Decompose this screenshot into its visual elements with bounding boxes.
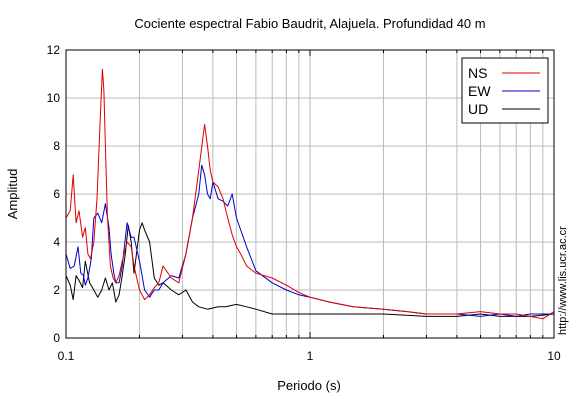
y-tick-label: 2: [53, 283, 60, 297]
y-tick-label: 8: [53, 139, 60, 153]
legend-label-ud: UD: [468, 101, 488, 117]
legend-label-ns: NS: [468, 65, 487, 81]
x-axis-label: Periodo (s): [277, 378, 341, 393]
y-tick-label: 6: [53, 187, 60, 201]
source-url-label: http://www.lis.ucr.ac.cr: [557, 226, 569, 335]
x-tick-label: 10: [547, 349, 561, 363]
y-tick-label: 4: [53, 235, 60, 249]
y-tick-label: 12: [47, 43, 61, 57]
series-line-ns: [65, 68, 555, 320]
chart-title: Cociente espectral Fabio Baudrit, Alajue…: [134, 16, 485, 31]
y-axis-label: Amplitud: [5, 169, 20, 220]
legend-label-ew: EW: [468, 83, 491, 99]
series-line-ud: [65, 222, 555, 317]
ticks: 0 2 4 6 8 10 12 0.1 1 10: [47, 43, 561, 363]
series-group: [65, 68, 555, 320]
y-tick-label: 10: [47, 91, 61, 105]
legend: NS EW UD: [461, 57, 549, 124]
x-tick-label: 0.1: [58, 349, 75, 363]
x-tick-label: 1: [307, 349, 314, 363]
y-tick-label: 0: [53, 331, 60, 345]
